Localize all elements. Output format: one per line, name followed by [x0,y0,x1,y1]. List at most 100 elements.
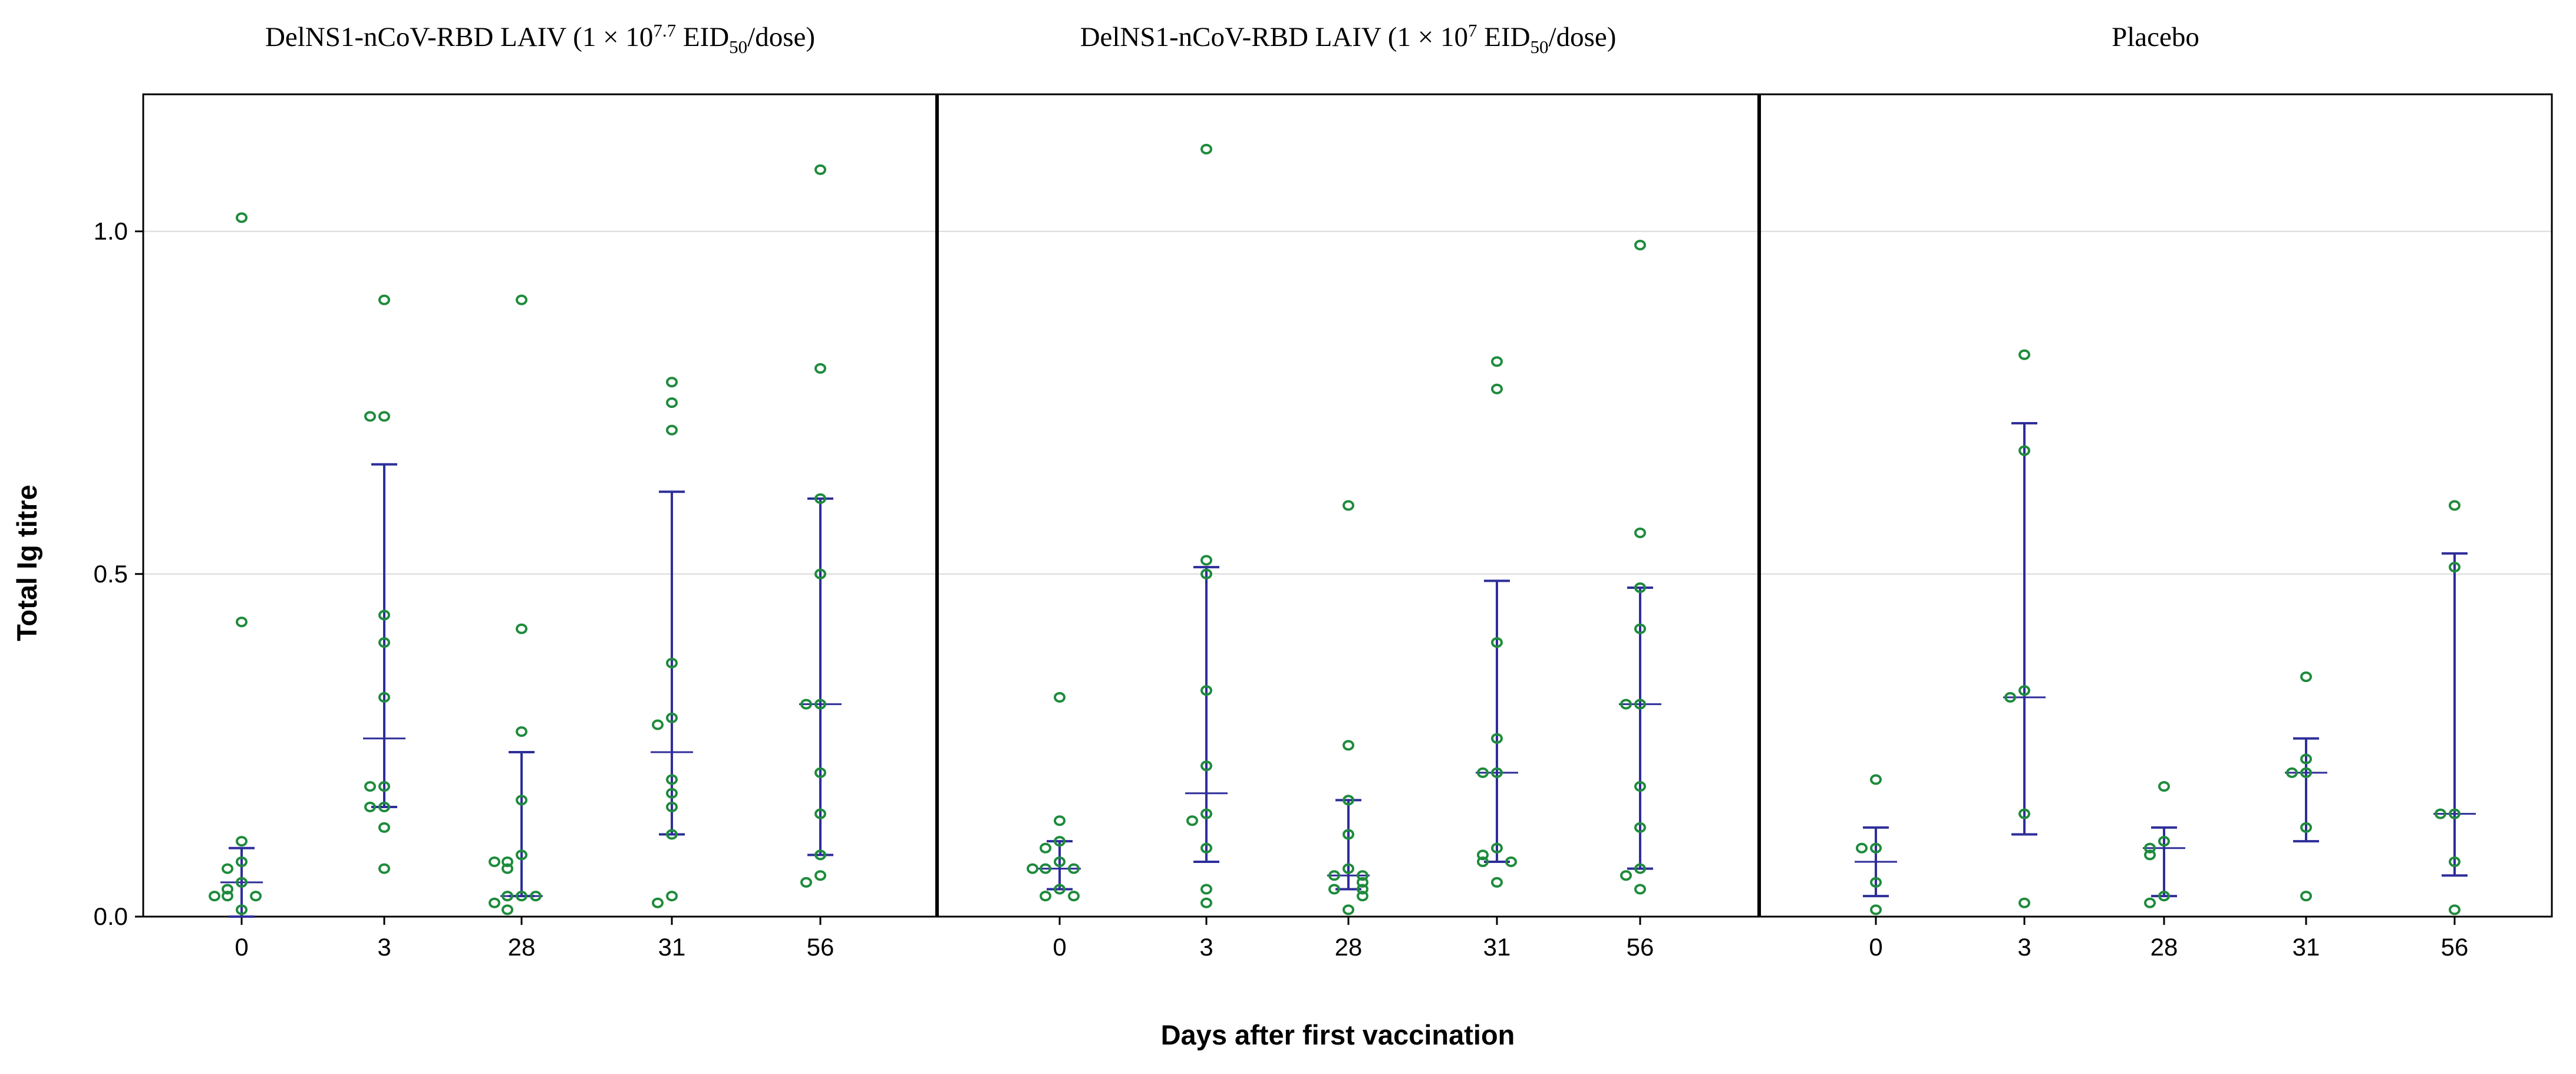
data-point [1357,870,1368,881]
data-point [516,891,527,902]
data-point [814,808,826,819]
x-tick-label: 31 [658,933,686,961]
data-point [1054,856,1066,867]
data-point [236,617,248,628]
data-point [1328,870,1340,881]
data-point [1491,637,1503,648]
data-point [378,802,390,812]
data-point [814,164,826,175]
data-point [1200,144,1212,154]
data-point [1634,239,1646,251]
data-point [1870,904,1882,915]
data-point [378,692,390,703]
data-point [1343,904,1354,915]
data-point [1200,555,1212,566]
data-point [2300,671,2312,683]
data-point [1634,699,1646,710]
panel-title-part: EID [1477,22,1530,52]
data-point [2144,849,2156,861]
data-point [2158,891,2170,902]
data-point [2449,904,2460,915]
data-point [1054,884,1066,895]
data-point [236,904,248,915]
data-point [250,891,262,902]
data-point [1477,767,1489,778]
data-point [1491,767,1503,778]
data-point [814,849,826,861]
data-point [2449,500,2460,511]
data-point [1068,891,1080,902]
data-point [2300,891,2312,902]
x-axis-title: Days after first vaccination [1161,1019,1515,1050]
data-point [1357,884,1368,895]
data-point [222,884,233,895]
data-point [666,891,678,902]
data-point [1357,877,1368,888]
data-point [814,767,826,778]
data-point [1343,795,1354,806]
data-point [666,657,678,668]
data-point [652,897,664,908]
data-point [1620,870,1632,881]
data-point [2004,692,2016,703]
data-point [530,891,542,902]
data-point [1620,699,1632,710]
data-point [2449,808,2460,819]
data-point [1040,863,1051,874]
panel-title-part: EID [676,22,729,52]
data-point [516,795,527,806]
data-point [502,891,513,902]
data-point [2435,808,2446,819]
data-point [1343,500,1354,511]
data-point [666,774,678,785]
data-point [236,877,248,888]
data-point [1634,582,1646,593]
panel-titles: DelNS1-nCoV-RBD LAIV (1 × 107.7 EID50/do… [265,20,2199,57]
data-point [666,802,678,812]
data-point [222,891,233,902]
x-tick-label: 3 [377,933,391,961]
data-point [378,637,390,648]
data-point [1856,842,1868,854]
data-point [1870,842,1882,854]
data-point [1634,781,1646,792]
data-point [378,822,390,833]
y-tick-label: 0.5 [94,560,128,588]
data-point [1505,856,1517,867]
panel-title-part: DelNS1-nCoV-RBD LAIV (1 × 10 [1080,22,1468,52]
data-point [236,836,248,847]
panel-title-part: 7 [1468,20,1477,41]
data-point [2300,822,2312,833]
data-point [2018,685,2030,696]
data-point [236,856,248,867]
data-point [1491,877,1503,888]
x-tick-label: 28 [2150,933,2178,961]
panel-title-part: 50 [1531,37,1549,57]
data-point [1040,842,1051,854]
data-point [2286,767,2298,778]
panel-title-part: Placebo [2112,22,2199,52]
x-tick-label: 31 [2293,933,2320,961]
panel-title-part: 7.7 [653,20,676,41]
data-point [1477,849,1489,861]
axes: 0.0 0.5 1.0 0 3 28 31 56 0 3 28 31 56 0 3 28 31 56 [94,218,2469,961]
data-point [1328,884,1340,895]
data-point [800,877,812,888]
data-point [1186,815,1198,826]
data-point [378,294,390,305]
data-point [516,726,527,737]
data-point [1343,740,1354,751]
data-point [364,802,376,812]
data-point [1343,829,1354,840]
x-tick-label: 0 [235,933,248,961]
data-point [502,863,513,874]
data-point [2449,856,2460,867]
data-point [814,363,826,374]
data-point [1200,760,1212,772]
data-point [502,904,513,915]
panel-title-part: 50 [729,37,747,57]
data-point [1634,623,1646,634]
data-point [378,863,390,874]
data-point [209,891,220,902]
data-point [1491,356,1503,367]
